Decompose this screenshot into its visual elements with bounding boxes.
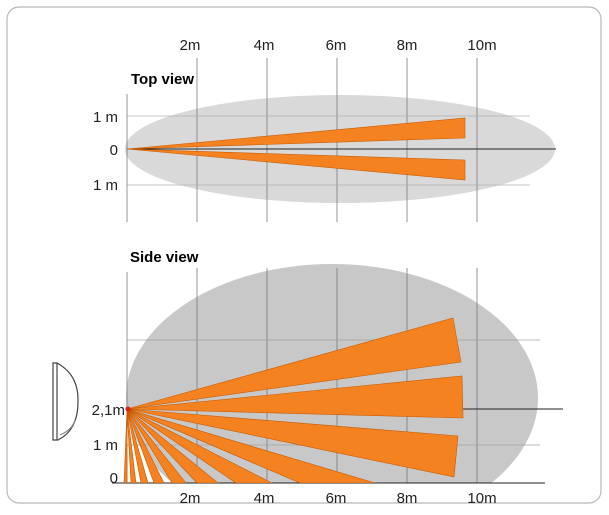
top-distance-label: 6m [326, 37, 347, 54]
side-view-panel: Side view 2,1m 1 m 0 [52, 249, 563, 487]
top-view-beam [126, 117, 466, 150]
top-view-title: Top view [131, 71, 194, 88]
side-view-beam [126, 408, 137, 483]
side-view-row-label: 0 [110, 470, 118, 487]
sensor-origin-point [125, 406, 131, 412]
side-view-beam [126, 408, 219, 483]
top-distance-label: 8m [397, 37, 418, 54]
side-view-row-label: 1 m [93, 437, 118, 454]
top-view-row-label: 1 m [93, 109, 118, 126]
bottom-distance-label: 8m [397, 490, 418, 507]
side-view-beam [126, 408, 187, 483]
side-view-beam [123, 408, 128, 483]
motion-sensor-icon [52, 362, 79, 441]
bottom-distance-label: 2m [180, 490, 201, 507]
top-view-row-label: 1 m [93, 177, 118, 194]
side-view-beam [126, 408, 273, 483]
top-view-row-label: 0 [110, 142, 118, 159]
side-view-beam [126, 408, 376, 483]
side-view-beams [123, 317, 464, 483]
bottom-distance-label: 6m [326, 490, 347, 507]
top-distance-label: 4m [254, 37, 275, 54]
side-view-beam [126, 317, 462, 410]
side-view-row-label: 2,1m [92, 402, 125, 419]
bottom-distance-label: 10m [467, 490, 496, 507]
top-view-beam [126, 148, 466, 181]
top-view-panel: Top view 1 m 0 1 m [93, 58, 556, 222]
side-view-beam [126, 408, 149, 483]
top-distance-labels: 2m 4m 6m 8m 10m [180, 37, 497, 54]
bottom-distance-label: 4m [254, 490, 275, 507]
side-view-title: Side view [130, 249, 199, 266]
bottom-distance-labels: 2m 4m 6m 8m 10m [180, 490, 497, 507]
top-distance-label: 2m [180, 37, 201, 54]
side-view-beam [126, 408, 165, 483]
top-distance-label: 10m [467, 37, 496, 54]
side-view-beam [126, 408, 459, 478]
side-view-beam [126, 375, 464, 419]
